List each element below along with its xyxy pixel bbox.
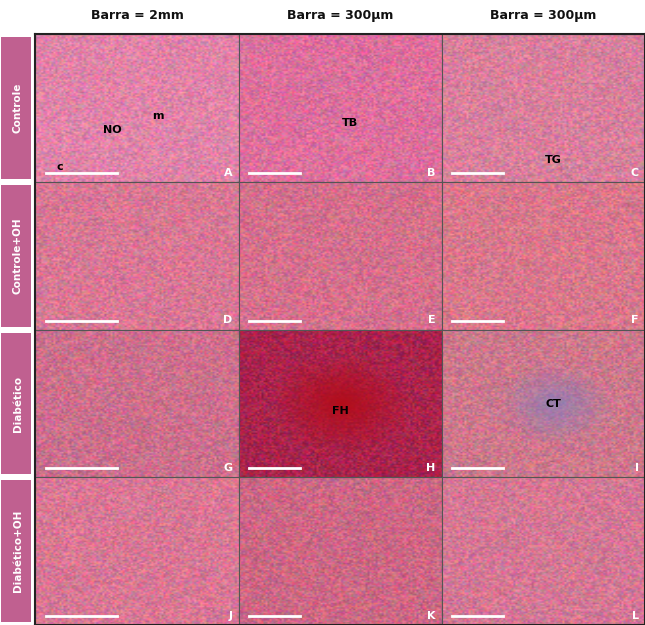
- Text: Barra = 300μm: Barra = 300μm: [287, 9, 393, 22]
- Text: m: m: [152, 111, 163, 121]
- Text: TG: TG: [545, 155, 562, 165]
- Text: NO: NO: [103, 126, 122, 136]
- Text: Controle+OH: Controle+OH: [13, 217, 23, 294]
- Text: Diabético+OH: Diabético+OH: [13, 510, 23, 592]
- Text: L: L: [632, 611, 639, 621]
- Text: G: G: [223, 463, 233, 473]
- Text: F: F: [631, 315, 639, 325]
- Text: Barra = 300μm: Barra = 300μm: [490, 9, 597, 22]
- Text: C: C: [631, 168, 639, 177]
- Text: Diabético: Diabético: [13, 376, 23, 432]
- Text: TB: TB: [342, 118, 359, 128]
- Text: B: B: [428, 168, 436, 177]
- Text: Barra = 2mm: Barra = 2mm: [91, 9, 183, 22]
- Text: CT: CT: [546, 399, 562, 409]
- Text: c: c: [57, 162, 63, 172]
- Text: A: A: [224, 168, 233, 177]
- Text: FH: FH: [332, 406, 348, 416]
- Text: J: J: [228, 611, 233, 621]
- Text: K: K: [427, 611, 436, 621]
- Text: D: D: [223, 315, 233, 325]
- Text: E: E: [428, 315, 436, 325]
- Text: Controle: Controle: [13, 83, 23, 133]
- Text: I: I: [635, 463, 639, 473]
- Text: H: H: [426, 463, 436, 473]
